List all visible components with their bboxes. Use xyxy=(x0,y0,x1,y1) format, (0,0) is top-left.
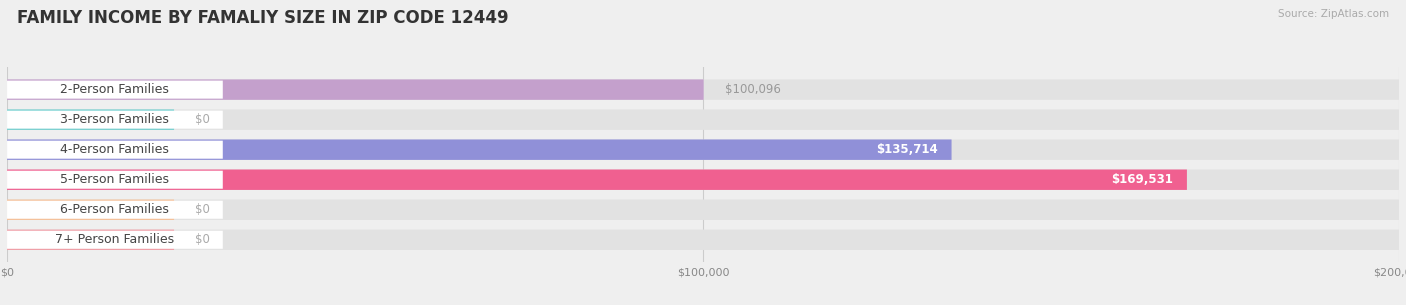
FancyBboxPatch shape xyxy=(7,170,1399,190)
Text: 2-Person Families: 2-Person Families xyxy=(60,83,169,96)
Text: $100,096: $100,096 xyxy=(724,83,780,96)
FancyBboxPatch shape xyxy=(7,139,1399,160)
Text: 4-Person Families: 4-Person Families xyxy=(60,143,169,156)
FancyBboxPatch shape xyxy=(7,231,222,249)
FancyBboxPatch shape xyxy=(7,109,174,130)
FancyBboxPatch shape xyxy=(7,199,1399,220)
FancyBboxPatch shape xyxy=(7,79,1399,100)
Text: 7+ Person Families: 7+ Person Families xyxy=(55,233,174,246)
Text: 6-Person Families: 6-Person Families xyxy=(60,203,169,216)
FancyBboxPatch shape xyxy=(7,79,703,100)
FancyBboxPatch shape xyxy=(7,141,222,159)
FancyBboxPatch shape xyxy=(7,199,174,220)
Text: $169,531: $169,531 xyxy=(1111,173,1173,186)
FancyBboxPatch shape xyxy=(7,139,952,160)
Text: 3-Person Families: 3-Person Families xyxy=(60,113,169,126)
FancyBboxPatch shape xyxy=(7,201,222,219)
FancyBboxPatch shape xyxy=(7,171,222,189)
Text: $0: $0 xyxy=(195,113,209,126)
Text: $0: $0 xyxy=(195,203,209,216)
FancyBboxPatch shape xyxy=(7,230,1399,250)
FancyBboxPatch shape xyxy=(7,109,1399,130)
Text: Source: ZipAtlas.com: Source: ZipAtlas.com xyxy=(1278,9,1389,19)
FancyBboxPatch shape xyxy=(7,111,222,129)
FancyBboxPatch shape xyxy=(7,81,222,99)
Text: 5-Person Families: 5-Person Families xyxy=(60,173,169,186)
Text: $135,714: $135,714 xyxy=(876,143,938,156)
Text: $0: $0 xyxy=(195,233,209,246)
FancyBboxPatch shape xyxy=(7,170,1187,190)
Text: FAMILY INCOME BY FAMALIY SIZE IN ZIP CODE 12449: FAMILY INCOME BY FAMALIY SIZE IN ZIP COD… xyxy=(17,9,509,27)
FancyBboxPatch shape xyxy=(7,230,174,250)
